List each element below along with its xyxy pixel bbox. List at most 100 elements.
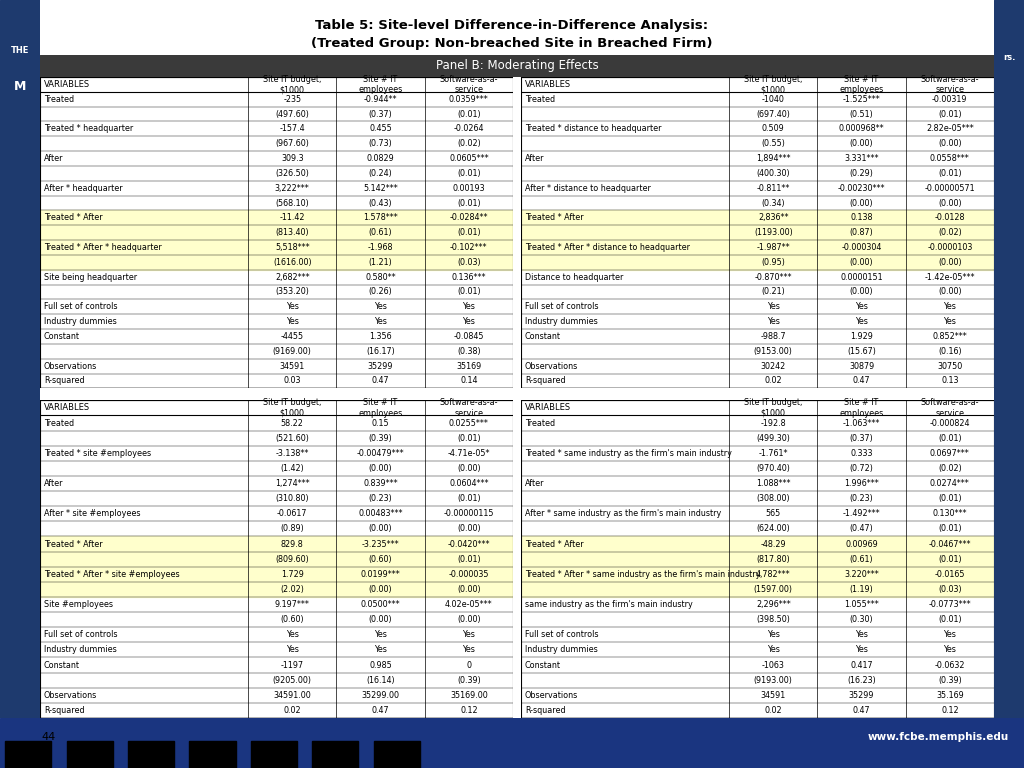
Text: -0.0632: -0.0632 [935,660,965,670]
Text: 30750: 30750 [937,362,963,371]
Text: -0.0128: -0.0128 [935,214,965,223]
Text: 829.8: 829.8 [281,540,304,548]
Text: (0.73): (0.73) [369,139,392,148]
Text: Observations: Observations [524,690,578,700]
Text: (0.29): (0.29) [850,169,873,178]
Text: (0.03): (0.03) [457,258,480,266]
Text: -3.235***: -3.235*** [361,540,399,548]
Text: rs.: rs. [1002,53,1015,62]
Text: (0.00): (0.00) [457,525,480,534]
Text: Full set of controls: Full set of controls [524,303,598,311]
Text: (0.00): (0.00) [938,287,962,296]
Text: -0.000824: -0.000824 [930,419,970,428]
Text: -1.761*: -1.761* [759,449,788,458]
Text: 9.197***: 9.197*** [274,600,309,609]
Text: Yes: Yes [767,303,779,311]
Bar [40,225,513,240]
Text: Industry dummies: Industry dummies [524,317,598,326]
Bar [40,537,513,551]
Text: (400.30): (400.30) [757,169,791,178]
Text: Yes: Yes [855,303,868,311]
Text: (0.23): (0.23) [850,494,873,503]
Text: (697.40): (697.40) [757,110,791,118]
Text: (817.80): (817.80) [757,554,791,564]
Text: (0.43): (0.43) [369,198,392,207]
Text: Yes: Yes [943,303,956,311]
Bar [521,210,994,225]
Text: 0.0000151: 0.0000151 [841,273,883,282]
Text: -1040: -1040 [762,94,784,104]
Text: 1.578***: 1.578*** [364,214,398,223]
Bar [40,255,513,270]
Text: (326.50): (326.50) [275,169,309,178]
Text: (497.60): (497.60) [275,110,309,118]
Text: 0: 0 [466,660,471,670]
Text: (0.00): (0.00) [938,258,962,266]
Text: (353.20): (353.20) [275,287,309,296]
Text: -1.987**: -1.987** [757,243,791,252]
Text: After: After [524,479,545,488]
Text: (624.00): (624.00) [757,525,791,534]
Text: -0.0467***: -0.0467*** [929,540,971,548]
Text: Full set of controls: Full set of controls [44,631,118,639]
Text: (0.87): (0.87) [850,228,873,237]
Text: After: After [44,154,63,163]
Text: (0.21): (0.21) [762,287,785,296]
Text: Software-as-a-
service: Software-as-a- service [439,74,498,94]
Text: (0.01): (0.01) [457,494,480,503]
Text: Treated * After: Treated * After [524,214,584,223]
Text: 0.00969: 0.00969 [845,540,878,548]
Text: 0.02: 0.02 [765,376,782,386]
Text: (0.00): (0.00) [457,615,480,624]
Text: (0.47): (0.47) [850,525,873,534]
Text: 0.02: 0.02 [284,706,301,715]
Text: (1.21): (1.21) [369,258,392,266]
Text: 0.0359***: 0.0359*** [449,94,488,104]
Text: 1.929: 1.929 [850,332,873,341]
Text: Constant: Constant [44,660,80,670]
Text: 5.142***: 5.142*** [364,184,398,193]
Text: Yes: Yes [767,317,779,326]
Text: (967.60): (967.60) [275,139,309,148]
Text: 1.356: 1.356 [370,332,392,341]
Text: Observations: Observations [44,690,97,700]
Text: 0.00483***: 0.00483*** [358,509,402,518]
Text: (0.60): (0.60) [281,615,304,624]
Text: R-squared: R-squared [524,706,565,715]
Text: 0.000968**: 0.000968** [839,124,885,134]
Text: 4,782***: 4,782*** [756,570,791,579]
Text: 0.02: 0.02 [765,706,782,715]
Text: (0.39): (0.39) [457,676,480,685]
Text: 0.0199***: 0.0199*** [360,570,400,579]
Text: VARIABLES: VARIABLES [524,403,571,412]
Text: Treated * After * site #employees: Treated * After * site #employees [44,570,179,579]
Text: 1,274***: 1,274*** [275,479,309,488]
Text: Observations: Observations [44,362,97,371]
Bar [521,537,994,551]
Text: After * site #employees: After * site #employees [44,509,140,518]
Text: 0.13: 0.13 [941,376,958,386]
Bar [521,240,994,255]
Text: (0.00): (0.00) [938,198,962,207]
Text: (0.89): (0.89) [281,525,304,534]
Text: -0.0420***: -0.0420*** [447,540,490,548]
Text: (0.00): (0.00) [457,585,480,594]
Text: Yes: Yes [374,317,387,326]
Text: After: After [524,154,545,163]
Text: (2.02): (2.02) [281,585,304,594]
Text: Treated: Treated [44,419,74,428]
Text: -0.00230***: -0.00230*** [838,184,886,193]
Text: 0.47: 0.47 [853,706,870,715]
Text: (0.51): (0.51) [850,110,873,118]
Text: 0.417: 0.417 [850,660,872,670]
Text: 0.15: 0.15 [372,419,389,428]
Text: (0.61): (0.61) [850,554,873,564]
Text: Site # IT
employees: Site # IT employees [840,74,884,94]
Text: 35299: 35299 [368,362,393,371]
Text: (15.67): (15.67) [847,347,876,356]
Text: 0.852***: 0.852*** [933,332,968,341]
Text: (0.37): (0.37) [369,110,392,118]
Text: (0.01): (0.01) [938,494,962,503]
Text: (0.00): (0.00) [369,585,392,594]
Text: (0.00): (0.00) [457,464,480,473]
